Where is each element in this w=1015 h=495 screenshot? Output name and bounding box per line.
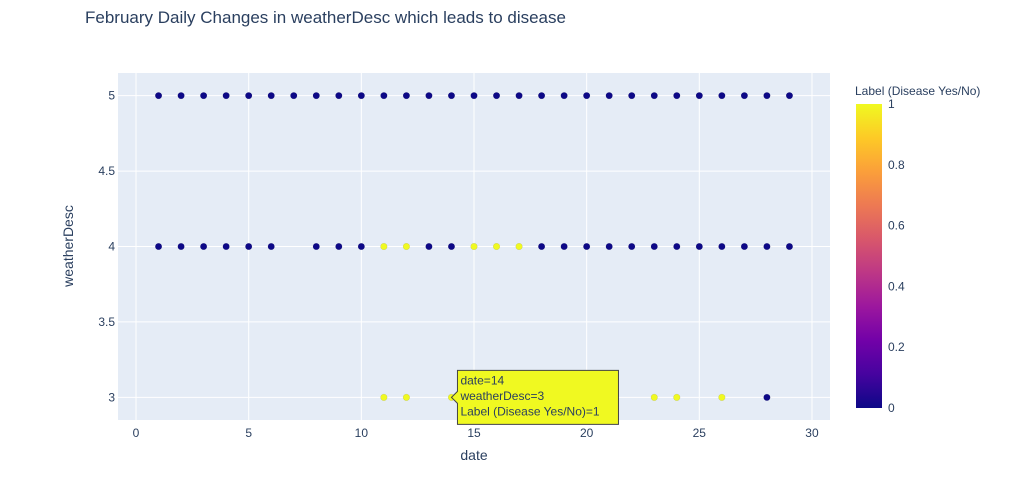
colorbar-tick-label: 0.2 — [888, 340, 905, 354]
colorbar-scale — [856, 104, 882, 408]
data-point[interactable] — [470, 242, 478, 251]
data-point[interactable] — [155, 92, 163, 100]
data-point[interactable] — [538, 92, 546, 100]
data-point[interactable] — [492, 92, 501, 100]
data-point[interactable] — [718, 393, 726, 401]
data-point[interactable] — [447, 242, 456, 251]
data-point[interactable] — [402, 393, 410, 401]
data-point[interactable] — [155, 242, 163, 251]
chart-title: February Daily Changes in weatherDesc wh… — [85, 8, 566, 27]
data-point[interactable] — [785, 92, 793, 100]
data-point[interactable] — [177, 242, 185, 251]
data-point[interactable] — [200, 242, 208, 251]
x-tick-label: 5 — [245, 426, 252, 440]
colorbar-ticks: 0 0.2 0.4 0.6 0.8 1 — [888, 97, 905, 415]
y-tick-label: 5 — [108, 89, 115, 103]
data-point[interactable] — [447, 92, 456, 100]
x-tick-label: 30 — [805, 426, 819, 440]
data-point[interactable] — [267, 92, 275, 100]
data-point[interactable] — [673, 92, 681, 100]
colorbar: Label (Disease Yes/No) 0 0.2 0.4 0.6 0.8 1 — [855, 84, 980, 415]
colorbar-tick-label: 1 — [888, 97, 895, 111]
data-point[interactable] — [583, 242, 591, 251]
y-axis-title: weatherDesc — [60, 205, 76, 288]
data-point[interactable] — [695, 92, 703, 100]
data-point[interactable] — [740, 242, 748, 251]
data-point[interactable] — [380, 393, 388, 401]
colorbar-tick-label: 0 — [888, 401, 895, 415]
hover-line-label: Label (Disease Yes/No)=1 — [460, 404, 599, 418]
data-point[interactable] — [177, 92, 185, 100]
colorbar-tick-label: 0.4 — [888, 279, 905, 293]
data-point[interactable] — [245, 92, 253, 100]
data-point[interactable] — [380, 92, 388, 100]
y-axis: 3 3.5 4 4.5 5 — [98, 89, 115, 405]
data-point[interactable] — [785, 242, 793, 251]
data-point[interactable] — [335, 92, 343, 100]
data-point[interactable] — [605, 242, 613, 251]
data-point[interactable] — [718, 242, 726, 251]
data-point[interactable] — [515, 242, 523, 251]
data-point[interactable] — [560, 242, 568, 251]
data-point[interactable] — [425, 242, 433, 251]
x-tick-label: 25 — [693, 426, 707, 440]
colorbar-tick-label: 0.8 — [888, 158, 905, 172]
colorbar-tick-label: 0.6 — [888, 219, 905, 233]
data-point[interactable] — [628, 242, 636, 251]
data-point[interactable] — [583, 92, 591, 100]
y-tick-label: 4.5 — [98, 164, 115, 178]
data-point[interactable] — [357, 242, 365, 251]
data-point[interactable] — [673, 393, 681, 401]
data-point[interactable] — [763, 242, 771, 251]
data-point[interactable] — [200, 92, 208, 100]
data-point[interactable] — [245, 242, 253, 251]
x-tick-label: 10 — [355, 426, 369, 440]
data-point[interactable] — [628, 92, 636, 100]
x-tick-label: 0 — [133, 426, 140, 440]
x-axis: 0 5 10 15 20 25 30 — [133, 426, 819, 440]
data-point[interactable] — [605, 92, 613, 100]
data-point[interactable] — [718, 92, 726, 100]
data-point[interactable] — [357, 92, 365, 100]
data-point[interactable] — [673, 242, 681, 251]
data-point[interactable] — [650, 92, 658, 100]
data-point[interactable] — [425, 92, 433, 100]
data-point[interactable] — [515, 92, 523, 100]
data-point[interactable] — [763, 393, 771, 401]
data-point[interactable] — [290, 92, 298, 100]
data-point[interactable] — [470, 92, 478, 100]
data-point[interactable] — [695, 242, 703, 251]
hover-line-weatherdesc: weatherDesc=3 — [459, 389, 544, 403]
y-tick-label: 4 — [108, 240, 115, 254]
data-point[interactable] — [763, 92, 771, 100]
data-point[interactable] — [740, 92, 748, 100]
x-tick-label: 15 — [467, 426, 481, 440]
hover-tooltip: date=14 weatherDesc=3 Label (Disease Yes… — [450, 369, 619, 425]
y-tick-label: 3.5 — [98, 315, 115, 329]
data-point[interactable] — [650, 393, 658, 401]
data-point[interactable] — [222, 92, 230, 100]
y-tick-label: 3 — [108, 390, 115, 404]
data-point[interactable] — [560, 92, 568, 100]
data-point[interactable] — [312, 92, 320, 100]
data-point[interactable] — [312, 242, 320, 251]
data-point[interactable] — [267, 242, 275, 251]
colorbar-title: Label (Disease Yes/No) — [855, 84, 980, 98]
data-point[interactable] — [538, 242, 546, 251]
data-point[interactable] — [402, 242, 410, 251]
hover-tooltip-box — [450, 369, 619, 425]
hover-line-date: date=14 — [460, 373, 504, 387]
data-point[interactable] — [402, 92, 410, 100]
data-point[interactable] — [650, 242, 658, 251]
data-point[interactable] — [335, 242, 343, 251]
x-axis-title: date — [460, 447, 487, 463]
data-point[interactable] — [492, 242, 501, 251]
x-tick-label: 20 — [580, 426, 594, 440]
data-points — [155, 92, 793, 401]
data-point[interactable] — [380, 242, 388, 251]
data-point[interactable] — [222, 242, 230, 251]
